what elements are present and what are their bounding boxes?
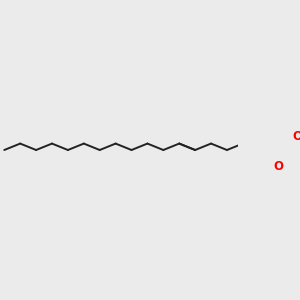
Text: O: O xyxy=(274,160,284,173)
Text: O: O xyxy=(292,130,300,143)
